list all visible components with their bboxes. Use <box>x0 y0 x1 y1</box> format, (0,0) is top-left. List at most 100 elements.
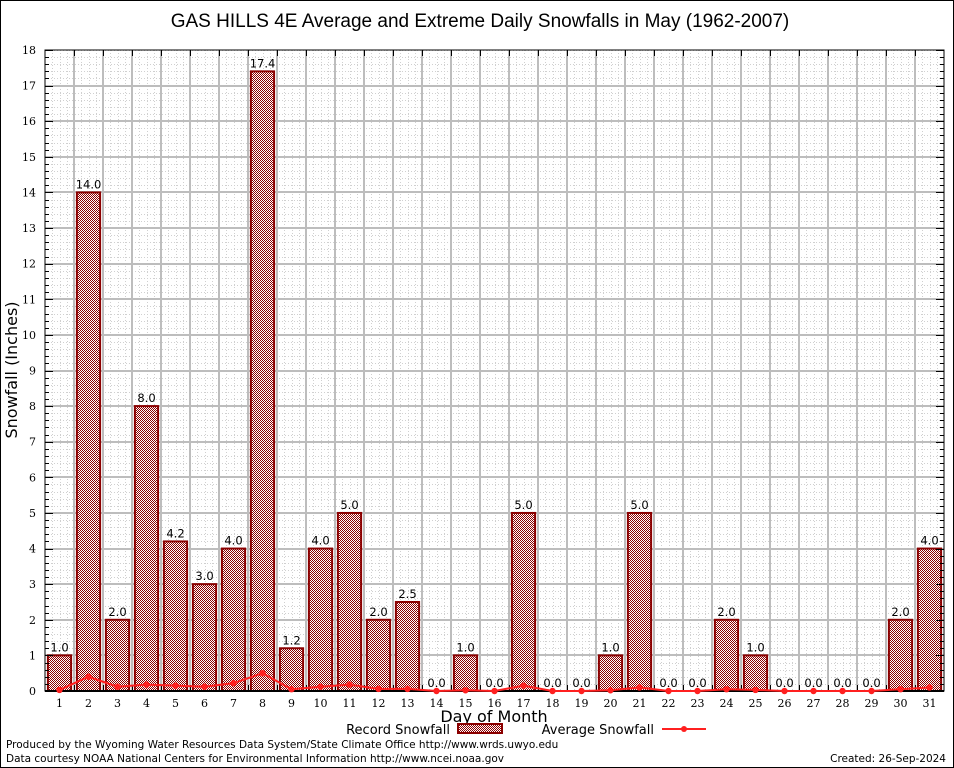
data-label: 5.0 <box>630 498 648 512</box>
data-label: 0.0 <box>804 676 822 690</box>
y-tick-label: 13 <box>22 222 36 235</box>
x-tick-label: 29 <box>865 697 879 710</box>
x-tick-label: 21 <box>633 697 647 710</box>
y-tick-label: 15 <box>22 151 36 164</box>
data-label: 14.0 <box>76 177 102 191</box>
average-point-day-29 <box>868 687 875 695</box>
data-label: 8.0 <box>137 391 155 405</box>
average-point-day-26 <box>781 687 788 695</box>
legend-record-label: Record Snowfall <box>346 723 450 738</box>
data-label: 0.0 <box>862 676 880 690</box>
chart-title: GAS HILLS 4E Average and Extreme Daily S… <box>171 11 790 32</box>
data-label: 1.0 <box>456 640 474 654</box>
x-tick-label: 5 <box>172 697 179 710</box>
x-tick-label: 20 <box>604 697 618 710</box>
y-tick-label: 4 <box>29 543 36 556</box>
y-tick-label: 0 <box>29 685 36 698</box>
x-tick-label: 25 <box>749 697 763 710</box>
x-tick-label: 18 <box>546 697 560 710</box>
bar-record-day-24 <box>713 618 740 692</box>
bars <box>46 70 943 693</box>
data-label: 2.0 <box>108 605 126 619</box>
average-point-day-25 <box>752 686 759 694</box>
average-point-day-28 <box>839 687 846 695</box>
data-label: 2.0 <box>891 605 909 619</box>
y-axis-label: Snowfall (Inches) <box>2 301 21 438</box>
average-point-day-30 <box>897 686 904 693</box>
y-tick-label: 2 <box>29 614 36 627</box>
average-point-day-12 <box>375 685 382 693</box>
bar-record-day-8 <box>249 70 276 693</box>
y-tick-label: 1 <box>29 649 36 662</box>
average-point-day-20 <box>607 687 614 694</box>
bar-record-day-30 <box>887 618 914 692</box>
data-label: 4.2 <box>166 526 184 540</box>
x-tick-label: 26 <box>778 697 792 710</box>
x-tick-label: 31 <box>923 697 937 710</box>
bar-record-day-4 <box>133 405 160 692</box>
average-point-day-11 <box>346 681 353 688</box>
x-tick-label: 4 <box>143 697 150 710</box>
y-tick-label: 8 <box>29 400 36 413</box>
data-label: 2.0 <box>369 605 387 619</box>
average-point-day-17 <box>520 682 527 689</box>
data-label: 1.0 <box>50 640 68 654</box>
y-tick-label: 3 <box>29 578 36 591</box>
data-label: 0.0 <box>543 676 561 690</box>
y-tick-label: 9 <box>29 365 36 378</box>
x-tick-label: 13 <box>401 697 415 710</box>
data-label: 5.0 <box>340 498 358 512</box>
y-tick-label: 16 <box>22 115 36 128</box>
y-tick-label: 5 <box>29 507 36 520</box>
average-point-day-8 <box>259 669 266 677</box>
data-label: 5.0 <box>514 498 532 512</box>
data-label: 2.0 <box>717 605 735 619</box>
average-point-day-22 <box>665 687 672 695</box>
average-point-day-21 <box>636 684 643 691</box>
average-point-day-23 <box>694 687 701 695</box>
y-tick-label: 17 <box>22 80 36 93</box>
x-tick-label: 22 <box>662 697 676 710</box>
x-tick-label: 10 <box>314 697 328 710</box>
data-label: 1.2 <box>282 633 300 647</box>
data-label: 4.0 <box>920 534 938 548</box>
average-point-day-9 <box>288 686 295 693</box>
x-tick-label: 14 <box>430 697 444 710</box>
average-point-day-13 <box>404 685 411 693</box>
average-point-day-14 <box>433 687 440 695</box>
legend: Record Snowfall Average Snowfall <box>346 723 706 738</box>
y-tick-label: 11 <box>22 293 36 306</box>
x-tick-label: 16 <box>488 697 502 710</box>
bar-record-day-15 <box>452 654 479 693</box>
average-point-day-7 <box>230 679 237 687</box>
x-tick-label: 24 <box>720 697 734 710</box>
bar-record-day-21 <box>626 511 653 693</box>
x-tick-label: 12 <box>372 697 386 710</box>
legend-average-marker <box>681 726 687 732</box>
y-tick-label: 7 <box>29 436 36 449</box>
data-label: 0.0 <box>833 676 851 690</box>
footer-created: Created: 26-Sep-2024 <box>830 753 946 765</box>
y-tick-label: 10 <box>22 329 36 342</box>
average-point-day-27 <box>810 687 817 695</box>
average-point-day-31 <box>926 684 933 691</box>
y-tick-label: 12 <box>22 258 36 271</box>
bar-record-day-11 <box>336 511 363 693</box>
data-label: 4.0 <box>311 534 329 548</box>
bar-record-day-13 <box>394 600 421 693</box>
data-label: 1.0 <box>746 640 764 654</box>
x-tick-label: 7 <box>230 697 237 710</box>
data-labels: 1.0 14.0 2.0 8.0 4.2 3.0 4.0 17.4 1.2 4.0 5.0 2.0 2.… <box>50 56 938 690</box>
data-label: 0.0 <box>775 676 793 690</box>
data-label: 0.0 <box>572 676 590 690</box>
average-point-day-16 <box>491 687 498 695</box>
x-tick-label: 1 <box>56 697 63 710</box>
x-tick-label: 19 <box>575 697 589 710</box>
x-tick-label: 15 <box>459 697 473 710</box>
bar-record-day-12 <box>365 618 392 692</box>
bar-record-day-2 <box>75 191 102 692</box>
x-tick-label: 17 <box>517 697 531 710</box>
average-line <box>56 669 933 695</box>
